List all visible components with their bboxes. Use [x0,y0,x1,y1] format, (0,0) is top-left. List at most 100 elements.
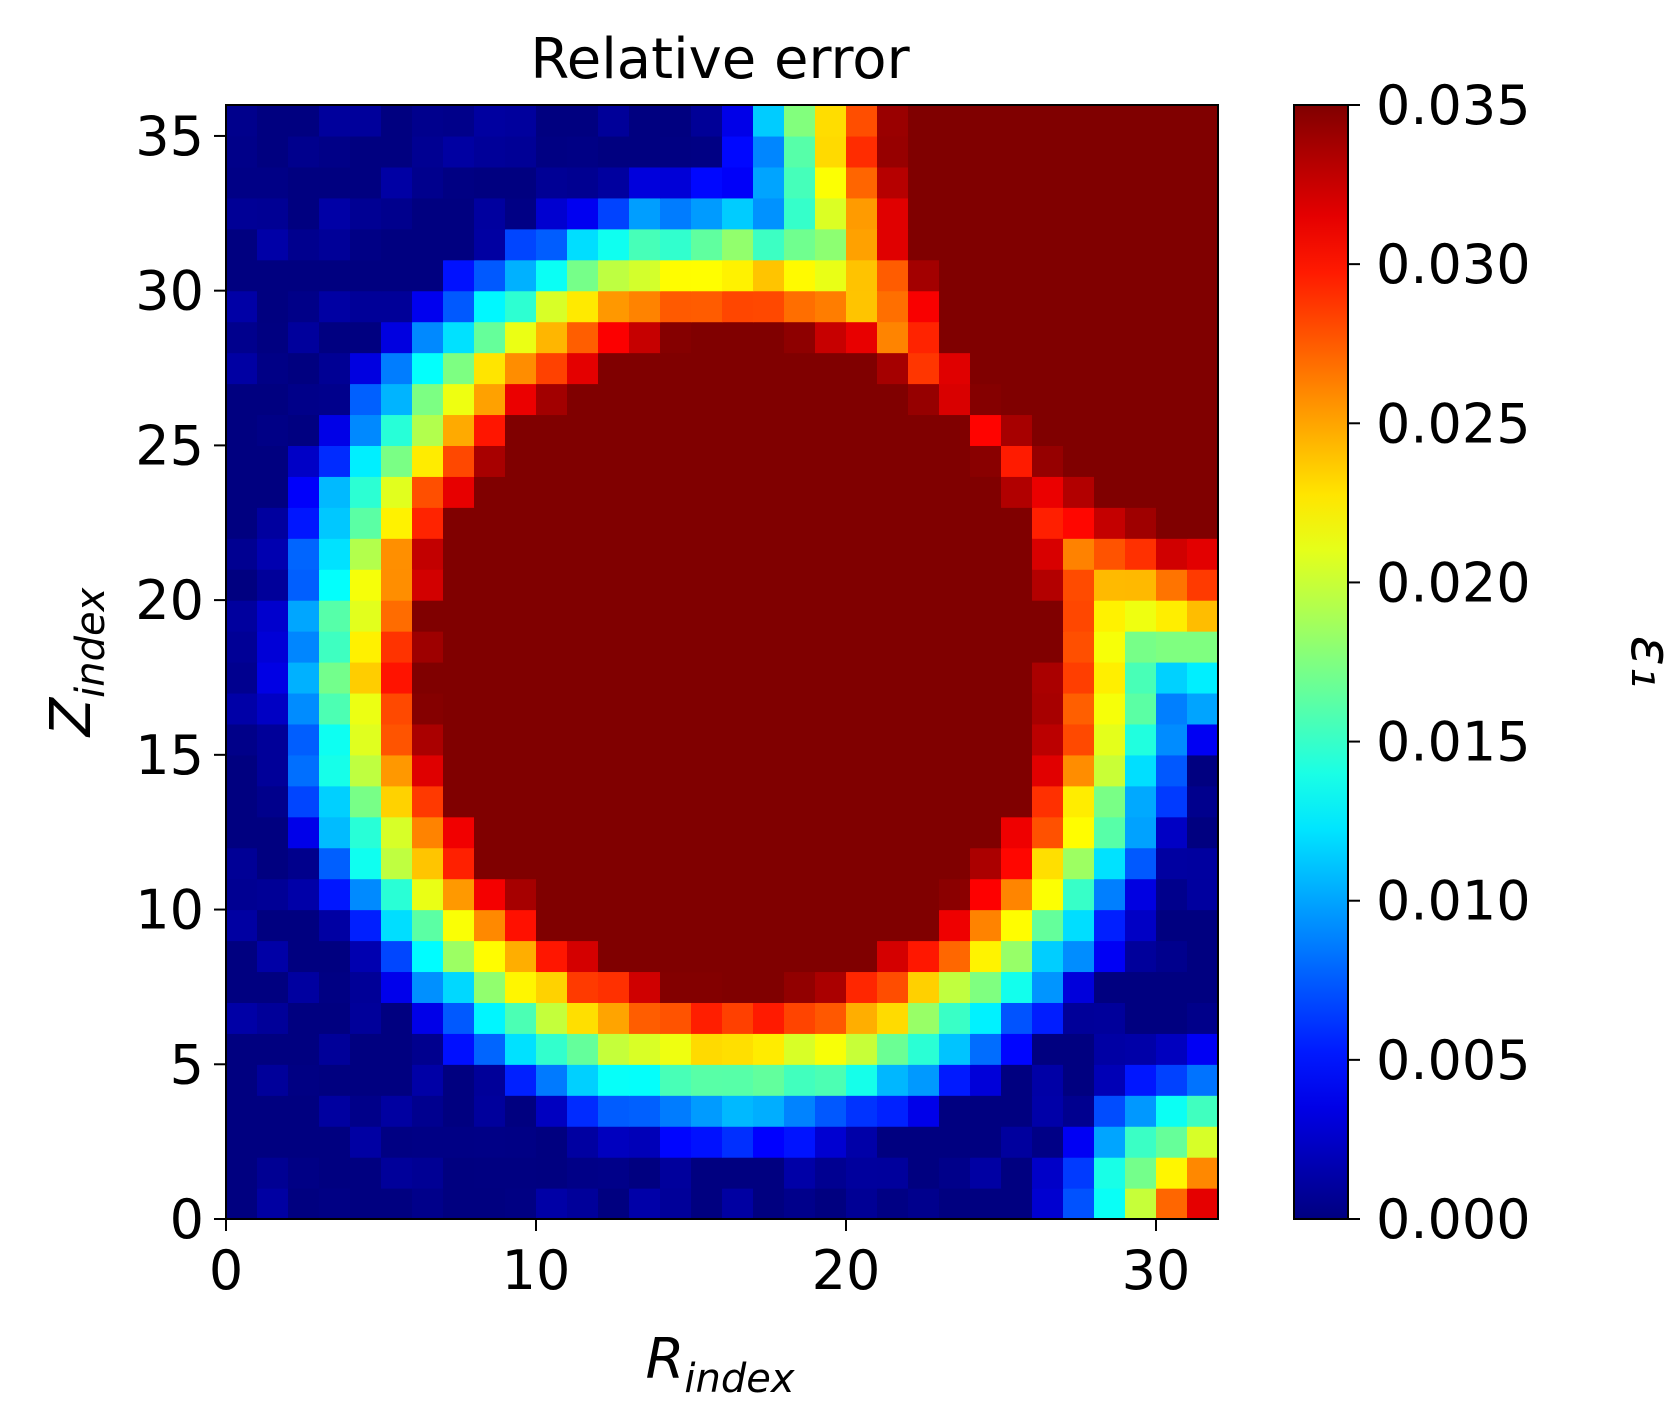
heatmap-cell [412,569,444,601]
heatmap-cell [319,569,351,601]
heatmap-cell [753,538,785,570]
heatmap-cell [846,1126,878,1158]
heatmap-cell [815,847,847,880]
heatmap-cell [660,971,692,1003]
heatmap-cell [846,971,878,1003]
heatmap-cell [1063,383,1095,416]
heatmap-cell [412,290,444,323]
heatmap-cell [257,1002,289,1034]
heatmap-cell [846,476,878,508]
heatmap-cell [691,692,723,725]
heatmap-cell [350,785,382,818]
heatmap-cell [815,383,847,416]
heatmap-cell [412,1157,444,1189]
heatmap-cell [660,197,692,230]
heatmap-cell [908,1033,940,1065]
heatmap-cell [629,600,661,632]
heatmap-cell [567,662,599,694]
heatmap-cell [970,785,1002,818]
heatmap-cell [753,414,785,446]
heatmap-cell [381,1095,413,1127]
heatmap-cell [629,723,661,756]
heatmap-cell [939,352,971,385]
heatmap-cell [536,135,568,168]
heatmap-cell [1094,383,1126,416]
heatmap-cell [288,785,320,818]
heatmap-cell [939,569,971,601]
colorbar-label: ε₁ [1618,636,1670,689]
heatmap-cell [1156,723,1188,756]
heatmap-cell [536,940,568,973]
heatmap-cell [1094,1188,1126,1220]
heatmap-cell [257,723,289,756]
heatmap-cell [784,878,816,911]
heatmap-cell [474,166,506,199]
heatmap-cell [598,940,630,973]
heatmap-cell [1063,352,1095,385]
heatmap-cell [846,228,878,261]
heatmap-cell [474,383,506,416]
heatmap-cell [660,105,692,137]
heatmap-cell [412,166,444,199]
heatmap-cell [1156,352,1188,385]
heatmap-cell [629,1033,661,1065]
heatmap-cell [319,445,351,477]
heatmap-cell [598,538,630,570]
heatmap-cell [939,692,971,725]
heatmap-cell [1187,290,1219,323]
heatmap-cell [722,878,754,911]
heatmap-cell [908,600,940,632]
heatmap-cell [877,538,909,570]
heatmap-cell [567,383,599,416]
heatmap-cell [1156,383,1188,416]
heatmap-cell [1187,754,1219,787]
heatmap-cell [412,445,444,477]
heatmap-cell [846,723,878,756]
heatmap-cell [660,878,692,911]
heatmap-cell [505,1095,537,1127]
heatmap-cell [1125,1126,1157,1158]
heatmap-cell [257,259,289,292]
heatmap-cell [970,445,1002,477]
heatmap-cell [691,816,723,849]
heatmap-cell [598,197,630,230]
heatmap-cell [598,785,630,818]
heatmap-cell [288,754,320,787]
heatmap-cell [598,414,630,446]
heatmap-cell [1156,569,1188,601]
heatmap-cell [319,1188,351,1220]
heatmap-cell [226,321,258,354]
heatmap-cell [536,723,568,756]
heatmap-cell [1032,1095,1064,1127]
heatmap-cell [629,507,661,539]
heatmap-cell [784,1002,816,1034]
heatmap-cell [784,909,816,942]
heatmap-cell [784,754,816,787]
heatmap-cell [474,971,506,1003]
heatmap-cell [381,1002,413,1034]
heatmap-cell [877,909,909,942]
heatmap-cell [877,723,909,756]
heatmap-cell [815,600,847,632]
heatmap-cell [939,445,971,477]
heatmap-cell [474,197,506,230]
chart-title: Relative error [530,27,910,92]
heatmap-cell [350,507,382,539]
heatmap-cell [1032,971,1064,1003]
heatmap-cell [1001,476,1033,508]
heatmap-cell [226,816,258,849]
heatmap-cell [536,507,568,539]
heatmap-cell [536,352,568,385]
heatmap-cell [598,631,630,663]
heatmap-cell [350,166,382,199]
heatmap-cell [350,228,382,261]
heatmap-cell [1187,1064,1219,1096]
heatmap-cell [1187,940,1219,973]
heatmap-cell [319,197,351,230]
heatmap-cell [567,909,599,942]
heatmap-cell [908,878,940,911]
heatmap-cell [536,662,568,694]
heatmap-cell [474,1157,506,1189]
heatmap-cell [1094,600,1126,632]
heatmap-cell [1125,1002,1157,1034]
